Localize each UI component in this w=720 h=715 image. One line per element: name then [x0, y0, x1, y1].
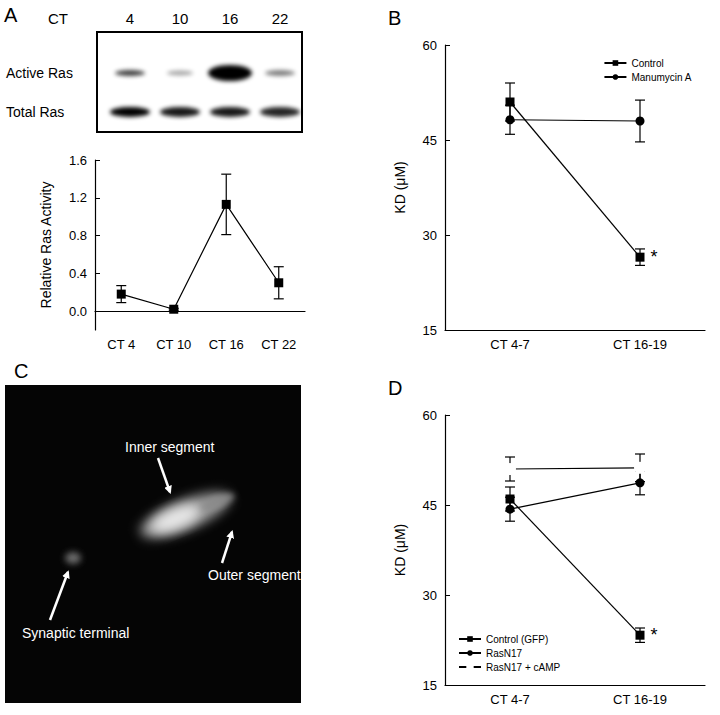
svg-text:60: 60	[423, 408, 437, 423]
svg-text:CT 16: CT 16	[209, 337, 244, 352]
svg-text:Control: Control	[631, 58, 663, 69]
svg-text:1.6: 1.6	[69, 153, 87, 168]
svg-text:CT 10: CT 10	[156, 337, 191, 352]
svg-text:KD (μM): KD (μM)	[392, 161, 408, 213]
svg-text:B: B	[388, 7, 401, 29]
svg-text:CT 22: CT 22	[261, 337, 296, 352]
svg-text:*: *	[651, 247, 658, 267]
svg-text:KD (μM): KD (μM)	[392, 524, 408, 576]
svg-text:Control (GFP): Control (GFP)	[486, 634, 548, 645]
svg-text:10: 10	[172, 10, 189, 27]
svg-text:C: C	[14, 360, 28, 382]
svg-text:15: 15	[423, 678, 437, 693]
svg-text:45: 45	[423, 498, 437, 513]
svg-text:1.2: 1.2	[69, 190, 87, 205]
svg-text:Synaptic terminal: Synaptic terminal	[22, 625, 129, 641]
svg-text:CT 16-19: CT 16-19	[613, 692, 667, 707]
svg-text:Active Ras: Active Ras	[6, 65, 73, 81]
svg-text:D: D	[388, 377, 402, 399]
svg-text:CT 16-19: CT 16-19	[613, 337, 667, 352]
svg-text:Total Ras: Total Ras	[6, 104, 64, 120]
svg-text:RasN17: RasN17	[486, 648, 523, 659]
svg-text:30: 30	[423, 588, 437, 603]
svg-text:Relative Ras Activity: Relative Ras Activity	[38, 182, 54, 309]
svg-text:CT 4: CT 4	[107, 337, 135, 352]
svg-text:*: *	[651, 625, 658, 645]
svg-text:45: 45	[423, 133, 437, 148]
svg-text:30: 30	[423, 228, 437, 243]
svg-text:CT 4-7: CT 4-7	[490, 337, 530, 352]
svg-text:0.0: 0.0	[69, 304, 87, 319]
svg-text:Inner segment: Inner segment	[125, 439, 215, 455]
svg-text:60: 60	[423, 38, 437, 53]
svg-text:4: 4	[126, 10, 134, 27]
svg-text:CT: CT	[48, 10, 68, 27]
svg-text:CT 4-7: CT 4-7	[490, 692, 530, 707]
svg-text:15: 15	[423, 323, 437, 338]
svg-text:22: 22	[272, 10, 289, 27]
svg-text:0.8: 0.8	[69, 228, 87, 243]
svg-text:16: 16	[222, 10, 239, 27]
svg-text:A: A	[4, 4, 18, 26]
svg-text:Outer segment: Outer segment	[208, 567, 301, 583]
svg-text:Manumycin A: Manumycin A	[631, 72, 691, 83]
svg-text:0.4: 0.4	[69, 266, 87, 281]
svg-text:RasN17 + cAMP: RasN17 + cAMP	[486, 662, 561, 673]
